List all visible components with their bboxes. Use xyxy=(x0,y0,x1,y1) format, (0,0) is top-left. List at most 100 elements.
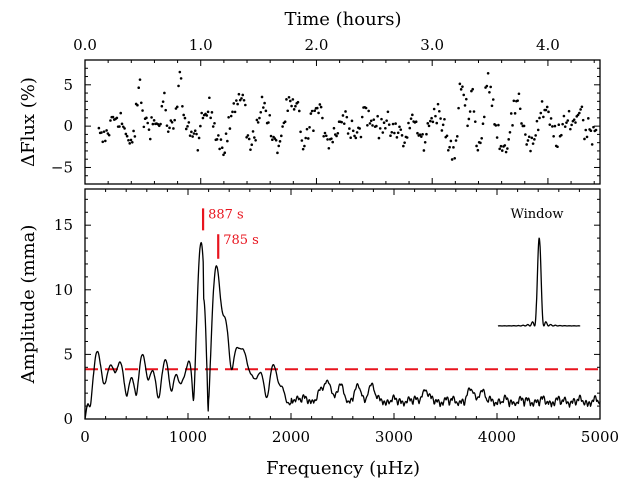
light-curve-point xyxy=(205,114,209,117)
light-curve-point xyxy=(531,142,535,145)
light-curve-point xyxy=(335,134,338,138)
light-curve-point xyxy=(286,109,290,113)
light-curve-point xyxy=(178,70,182,74)
light-curve-point xyxy=(262,106,265,109)
light-curve-point xyxy=(303,144,306,148)
light-curve-point xyxy=(407,121,410,125)
light-curve-point xyxy=(292,108,296,111)
light-curve-point xyxy=(244,103,247,107)
light-curve-point xyxy=(290,104,293,108)
light-curve-point xyxy=(148,137,152,141)
light-curve-point xyxy=(159,122,162,126)
time-tick-label: 4.0 xyxy=(536,36,560,54)
light-curve-point xyxy=(509,112,513,115)
light-curve-point xyxy=(464,97,468,101)
light-curve-point xyxy=(463,104,467,107)
light-curve-point xyxy=(583,137,586,141)
light-curve-point xyxy=(472,110,476,113)
light-curve-point xyxy=(349,136,352,140)
light-curve-point xyxy=(579,108,582,111)
light-curve-point xyxy=(322,134,325,138)
light-curve-point xyxy=(539,111,543,115)
light-curve-point xyxy=(447,148,450,152)
light-curve-point xyxy=(436,102,440,106)
light-curve-point xyxy=(481,122,485,125)
light-curve-point xyxy=(327,146,331,150)
light-curve-point xyxy=(278,140,282,143)
light-curve-point xyxy=(136,103,139,107)
light-curve-point xyxy=(301,147,305,151)
light-curve-point xyxy=(527,135,531,139)
light-curve-point xyxy=(562,114,566,118)
light-curve-point xyxy=(233,110,237,114)
light-curve-point xyxy=(585,135,589,139)
light-curve-point xyxy=(360,115,364,119)
light-curve-point xyxy=(511,124,514,127)
light-curve-point xyxy=(520,122,523,125)
frequency-tick-label: 4000 xyxy=(478,428,516,446)
light-curve-point xyxy=(200,111,203,115)
light-curve-point xyxy=(353,134,356,138)
light-curve-point xyxy=(336,131,340,135)
light-curve-point xyxy=(304,136,308,140)
light-curve-point xyxy=(440,129,444,132)
light-curve-point xyxy=(190,130,193,134)
light-curve-point xyxy=(500,149,504,152)
light-curve-point xyxy=(326,138,329,141)
light-curve-point xyxy=(276,151,279,155)
light-curve-point xyxy=(399,128,403,131)
light-curve-point xyxy=(291,98,295,101)
light-curve-point xyxy=(405,136,409,139)
light-curve-point xyxy=(391,122,395,126)
light-curve-point xyxy=(240,97,243,100)
light-curve-point xyxy=(182,113,185,117)
light-curve-point xyxy=(300,139,304,142)
periodogram-frame xyxy=(84,188,601,420)
light-curve-point xyxy=(283,120,287,123)
light-curve-point xyxy=(402,144,405,148)
light-curve-point xyxy=(324,134,328,138)
light-curve-point xyxy=(549,117,553,120)
light-curve-point xyxy=(285,98,288,101)
light-curve-point xyxy=(462,93,466,97)
light-curve-point xyxy=(236,102,239,106)
light-curve-point xyxy=(344,110,347,113)
light-curve-point xyxy=(258,116,261,120)
light-curve-point xyxy=(569,127,572,131)
light-curve-point xyxy=(123,127,126,130)
light-curve-point xyxy=(268,113,272,117)
frequency-tick-label: 3000 xyxy=(375,428,413,446)
light-curve-point xyxy=(425,132,428,136)
light-curve-point xyxy=(183,116,187,120)
light-curve-point xyxy=(490,104,494,108)
light-curve-point xyxy=(377,136,381,140)
light-curve-point xyxy=(105,129,108,132)
light-curve-point xyxy=(443,117,446,121)
light-curve-point xyxy=(179,77,183,80)
light-curve-point xyxy=(191,135,194,138)
light-curve-points xyxy=(97,70,598,161)
light-curve-point xyxy=(526,139,530,142)
light-curve-point xyxy=(255,118,259,122)
light-curve-panel: 0.0 1.0 2.0 3.0 4.0 −5 0 5 Time (hours) ΔFlux (… xyxy=(18,9,601,185)
light-curve-point xyxy=(281,125,284,128)
light-curve-point xyxy=(269,134,273,138)
light-curve-point xyxy=(488,91,491,94)
light-curve-point xyxy=(384,126,387,130)
light-curve-point xyxy=(341,114,345,117)
light-curve-point xyxy=(229,114,233,118)
time-tick-label: 1.0 xyxy=(189,36,213,54)
light-curve-point xyxy=(375,124,378,128)
light-curve-point xyxy=(323,131,327,135)
light-curve-point xyxy=(548,123,552,126)
light-curve-point xyxy=(448,145,451,149)
light-curve-point xyxy=(256,121,260,124)
light-curve-point xyxy=(381,131,385,134)
light-curve-point xyxy=(438,109,441,113)
light-curve-point xyxy=(476,148,480,152)
light-curve-point xyxy=(535,119,539,123)
light-curve-point xyxy=(102,130,106,133)
time-tick-label: 2.0 xyxy=(305,36,329,54)
